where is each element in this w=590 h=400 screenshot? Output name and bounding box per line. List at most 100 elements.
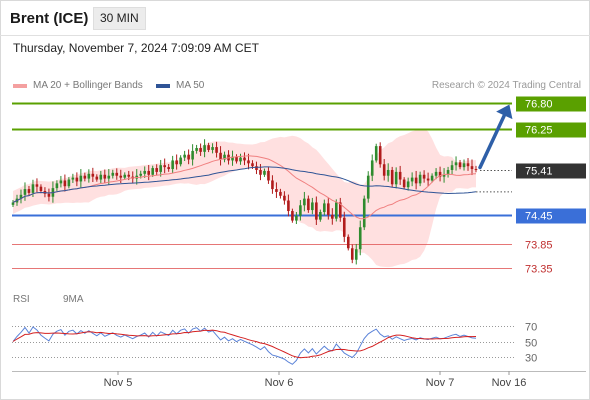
candle-body: [418, 174, 422, 184]
candle-body: [115, 172, 119, 176]
candle-body: [354, 249, 358, 260]
candle-body: [103, 174, 107, 179]
candlesticks: [11, 139, 478, 265]
candle-body: [247, 160, 250, 164]
candle-body: [362, 198, 366, 228]
rsi-panel: 70 50 30: [12, 322, 537, 365]
candle-body: [263, 170, 266, 175]
candle-body: [95, 176, 99, 180]
candle-body: [315, 202, 318, 220]
candle-body: [83, 175, 87, 179]
candle-body: [235, 156, 238, 162]
candle-body: [450, 165, 454, 170]
candle-body: [71, 177, 75, 180]
candle-body: [382, 164, 386, 176]
candle-body: [390, 169, 394, 185]
candle-body: [386, 169, 390, 176]
candle-body: [350, 248, 354, 260]
candle-body: [111, 172, 115, 176]
candle-body: [139, 173, 143, 176]
legend-rsi-ma-label: 9MA: [63, 294, 84, 305]
candle-body: [127, 174, 131, 177]
candle-body: [267, 170, 270, 181]
candle-body: [346, 236, 350, 249]
x-label-0: Nov 5: [104, 377, 133, 389]
candle-body: [251, 163, 254, 167]
candle-body: [99, 174, 103, 180]
candle-body: [299, 205, 302, 216]
candle-body: [31, 184, 35, 193]
candle-body: [470, 166, 474, 170]
candle-body: [402, 179, 406, 188]
candle-body: [91, 173, 95, 177]
candle-body: [342, 217, 346, 237]
candle-body: [87, 173, 91, 179]
candle-body: [454, 162, 458, 166]
candle-body: [191, 150, 194, 160]
candle-body: [231, 156, 234, 161]
candle-body: [462, 163, 466, 168]
current-price-tag: [516, 163, 586, 179]
candle-body: [458, 162, 462, 168]
candle-body: [199, 148, 202, 152]
chart-datetime: Thursday, November 7, 2024 7:09:09 AM CE…: [13, 41, 259, 55]
candle-body: [19, 194, 23, 199]
candle-body: [39, 186, 43, 191]
candle-body: [466, 163, 470, 167]
legend-rsi-label: RSI: [13, 294, 30, 305]
candle-body: [295, 215, 298, 221]
legend-ma50-label: MA 50: [176, 80, 205, 91]
candle-body: [143, 170, 147, 174]
candle-body: [303, 198, 306, 206]
candle-body: [147, 170, 151, 175]
x-label-1: Nov 6: [265, 377, 294, 389]
legend-rsi-ma: 9MA: [63, 294, 84, 305]
rsi-ma-line: [12, 329, 477, 359]
candle-body: [79, 175, 83, 182]
candle-body: [398, 171, 402, 180]
candle-body: [119, 175, 123, 178]
candle-body: [271, 180, 274, 190]
candle-body: [167, 167, 170, 170]
candle-body: [215, 147, 218, 153]
candle-body: [195, 148, 198, 151]
candle-body: [207, 145, 210, 150]
rsi-level-70: 70: [525, 322, 537, 334]
chart-header: Brent (ICE) 30 MIN: [0, 0, 590, 36]
candle-body: [203, 145, 206, 152]
legend-bollinger-label: MA 20 + Bollinger Bands: [33, 80, 143, 91]
legend-ma50: MA 50: [156, 80, 204, 91]
bollinger-band-area: [13, 128, 476, 268]
ma50-swatch: [156, 83, 170, 88]
ma50-line: [12, 166, 477, 203]
level-lines: [12, 102, 512, 269]
bollinger-bands: [13, 128, 476, 268]
candle-body: [107, 175, 111, 179]
candle-body: [55, 183, 59, 189]
candle-body: [311, 202, 314, 211]
candle-body: [219, 152, 222, 160]
candle-body: [434, 171, 438, 176]
candle-body: [155, 168, 158, 172]
candle-body: [75, 177, 79, 182]
rsi-level-30: 30: [525, 353, 537, 365]
candle-body: [159, 165, 162, 172]
moving-averages: [12, 155, 512, 220]
candle-body: [366, 175, 370, 199]
candle-body: [67, 179, 71, 187]
candle-body: [394, 171, 398, 185]
candle-body: [338, 202, 342, 218]
candle-body: [370, 160, 374, 176]
support-label-4: 73.85: [525, 240, 553, 252]
candle-body: [243, 157, 246, 161]
candle-body: [406, 181, 410, 188]
candle-body: [378, 146, 382, 165]
candle-body: [163, 165, 166, 168]
candle-body: [123, 174, 127, 178]
candle-body: [307, 198, 310, 211]
projection-arrow: [478, 104, 513, 170]
candle-body: [335, 202, 338, 219]
timeframe-button[interactable]: 30 MIN: [93, 7, 146, 30]
candle-body: [446, 169, 450, 175]
candle-body: [474, 169, 478, 171]
